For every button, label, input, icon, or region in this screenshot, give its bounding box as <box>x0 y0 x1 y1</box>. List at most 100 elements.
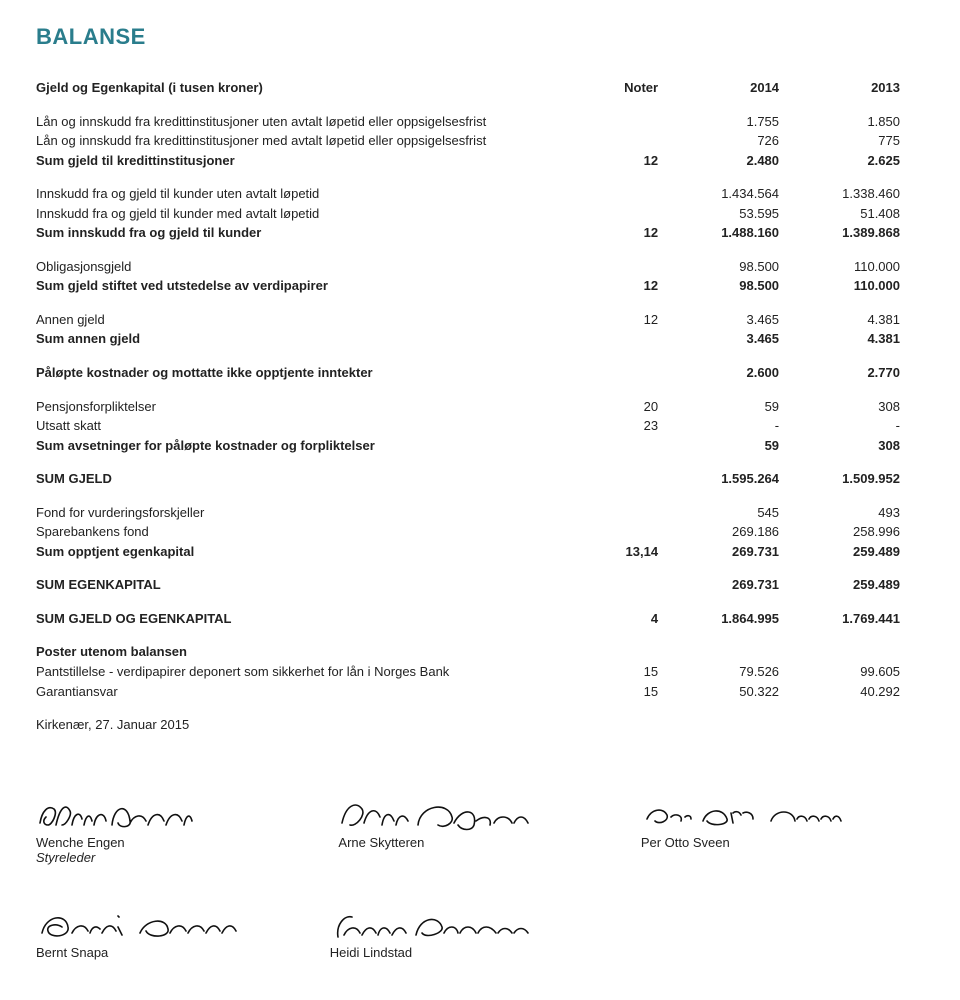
row-label: SUM GJELD OG EGENKAPITAL <box>36 609 589 629</box>
row-note <box>589 436 658 456</box>
table-row: Sum gjeld stiftet ved utstedelse av verd… <box>36 276 900 296</box>
table-row: Sparebankens fond269.186258.996 <box>36 522 900 542</box>
row-note <box>589 715 658 735</box>
row-value-2014: 59 <box>658 436 779 456</box>
row-value-2014: 3.465 <box>658 310 779 330</box>
signatory-name: Heidi Lindstad <box>330 945 412 960</box>
spacer-row <box>36 383 900 397</box>
row-value-2014: 98.500 <box>658 276 779 296</box>
table-row: Innskudd fra og gjeld til kunder med avt… <box>36 204 900 224</box>
row-label: Påløpte kostnader og mottatte ikke opptj… <box>36 363 589 383</box>
row-note <box>589 329 658 349</box>
signatory-role: Styreleder <box>36 850 95 865</box>
header-year-2: 2013 <box>779 78 900 98</box>
row-note: 12 <box>589 223 658 243</box>
table-row: Annen gjeld123.4654.381 <box>36 310 900 330</box>
row-label: Kirkenær, 27. Januar 2015 <box>36 715 589 735</box>
table-row: Obligasjonsgjeld98.500110.000 <box>36 257 900 277</box>
table-row: Poster utenom balansen <box>36 642 900 662</box>
table-row: Fond for vurderingsforskjeller 545493 <box>36 503 900 523</box>
row-value-2014: 79.526 <box>658 662 779 682</box>
spacer-row <box>36 170 900 184</box>
signature-block: Heidi Lindstad <box>330 905 624 960</box>
signature-scribble <box>36 795 246 835</box>
row-label: Annen gjeld <box>36 310 589 330</box>
row-note <box>589 184 658 204</box>
signature-block: Arne Skytteren <box>338 795 597 865</box>
signature-block: Per Otto Sveen <box>641 795 900 865</box>
row-value-2014: 269.731 <box>658 542 779 562</box>
row-value-2014: 98.500 <box>658 257 779 277</box>
table-row: Innskudd fra og gjeld til kunder uten av… <box>36 184 900 204</box>
table-row: SUM GJELD OG EGENKAPITAL41.864.9951.769.… <box>36 609 900 629</box>
row-value-2014: 545 <box>658 503 779 523</box>
row-note <box>589 112 658 132</box>
table-row: Pensjonsforpliktelser2059308 <box>36 397 900 417</box>
row-value-2013: 493 <box>779 503 900 523</box>
signature-scribble <box>338 795 548 835</box>
signature-block: Bernt Snapa <box>36 905 330 960</box>
row-value-2013: 775 <box>779 131 900 151</box>
spacer-row <box>36 455 900 469</box>
spacer-row <box>36 628 900 642</box>
row-value-2014: 1.434.564 <box>658 184 779 204</box>
spacer-row <box>36 701 900 715</box>
row-note: 23 <box>589 416 658 436</box>
signature-row-2: Bernt Snapa Heidi Lindstad <box>36 905 900 960</box>
row-value-2013 <box>779 642 900 662</box>
row-label: Innskudd fra og gjeld til kunder med avt… <box>36 204 589 224</box>
row-note <box>589 363 658 383</box>
row-value-2013: 4.381 <box>779 310 900 330</box>
row-label: Pantstillelse - verdipapirer deponert so… <box>36 662 589 682</box>
signature-row-1: Wenche EngenStyreleder Arne Skytteren Per … <box>36 795 900 865</box>
spacer-row <box>36 349 900 363</box>
spacer-row <box>36 243 900 257</box>
row-note <box>589 469 658 489</box>
table-row: SUM EGENKAPITAL269.731259.489 <box>36 575 900 595</box>
row-value-2013: 110.000 <box>779 276 900 296</box>
row-value-2014: 1.864.995 <box>658 609 779 629</box>
row-value-2014: 59 <box>658 397 779 417</box>
table-row: Sum gjeld til kredittinstitusjoner122.48… <box>36 151 900 171</box>
row-label: Poster utenom balansen <box>36 642 589 662</box>
row-label: SUM GJELD <box>36 469 589 489</box>
row-value-2013: 1.338.460 <box>779 184 900 204</box>
row-value-2013: 259.489 <box>779 542 900 562</box>
table-row: Sum innskudd fra og gjeld til kunder121.… <box>36 223 900 243</box>
row-note <box>589 522 658 542</box>
row-label: Sum innskudd fra og gjeld til kunder <box>36 223 589 243</box>
row-label: Lån og innskudd fra kredittinstitusjoner… <box>36 131 589 151</box>
row-note: 15 <box>589 682 658 702</box>
row-label: Fond for vurderingsforskjeller <box>36 503 589 523</box>
row-value-2014: 2.480 <box>658 151 779 171</box>
row-value-2014: 50.322 <box>658 682 779 702</box>
row-value-2014: 1.488.160 <box>658 223 779 243</box>
page-title: BALANSE <box>36 24 900 50</box>
spacer-row <box>36 296 900 310</box>
spacer-row <box>36 561 900 575</box>
row-note <box>589 257 658 277</box>
row-value-2014: 3.465 <box>658 329 779 349</box>
row-label: Pensjonsforpliktelser <box>36 397 589 417</box>
row-note: 12 <box>589 310 658 330</box>
row-value-2013: 2.625 <box>779 151 900 171</box>
row-value-2014: 1.595.264 <box>658 469 779 489</box>
row-label: Sum gjeld til kredittinstitusjoner <box>36 151 589 171</box>
row-note: 12 <box>589 276 658 296</box>
row-label: Sum avsetninger for påløpte kostnader og… <box>36 436 589 456</box>
table-row: Kirkenær, 27. Januar 2015 <box>36 715 900 735</box>
table-header-row: Gjeld og Egenkapital (i tusen kroner) No… <box>36 78 900 98</box>
header-noter: Noter <box>589 78 658 98</box>
table-row: Lån og innskudd fra kredittinstitusjoner… <box>36 112 900 132</box>
table-row: SUM GJELD1.595.2641.509.952 <box>36 469 900 489</box>
row-note: 20 <box>589 397 658 417</box>
row-note: 13,14 <box>589 542 658 562</box>
table-row: Sum avsetninger for påløpte kostnader og… <box>36 436 900 456</box>
row-label: Garantiansvar <box>36 682 589 702</box>
table-row: Utsatt skatt23-- <box>36 416 900 436</box>
signatory-name: Bernt Snapa <box>36 945 108 960</box>
row-label: Sparebankens fond <box>36 522 589 542</box>
row-value-2013: - <box>779 416 900 436</box>
signature-block: Wenche EngenStyreleder <box>36 795 295 865</box>
row-value-2013: 2.770 <box>779 363 900 383</box>
